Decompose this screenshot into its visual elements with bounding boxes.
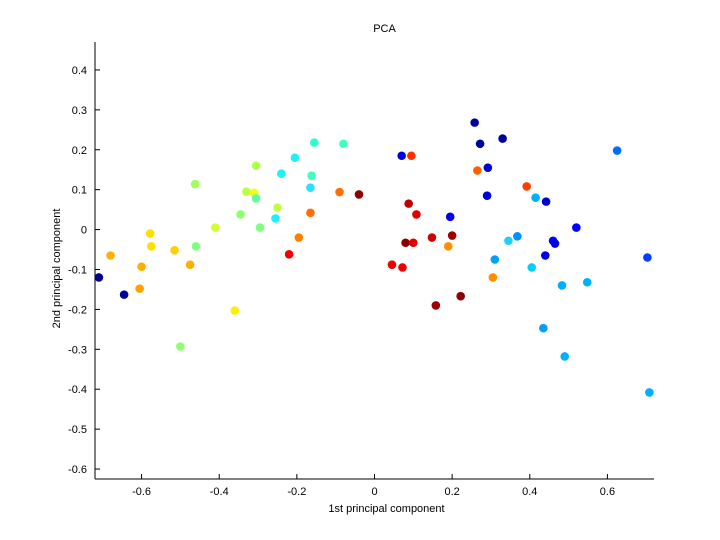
data-point	[539, 323, 548, 333]
data-point	[137, 262, 146, 271]
data-point	[290, 153, 300, 163]
data-point	[427, 233, 437, 242]
data-point	[431, 301, 441, 310]
x-tick-label: 0.2	[444, 486, 459, 498]
data-point	[306, 208, 315, 218]
data-point	[145, 229, 155, 238]
data-point	[236, 210, 245, 219]
data-point	[531, 193, 540, 202]
data-point	[560, 352, 570, 361]
y-tick-label: -0.3	[68, 344, 87, 356]
data-point	[294, 233, 304, 242]
data-point	[541, 197, 551, 206]
data-point	[483, 163, 493, 173]
data-point	[443, 242, 453, 251]
data-point	[475, 139, 485, 149]
data-point	[456, 291, 465, 301]
data-point	[401, 238, 410, 248]
x-tick-label: 0	[371, 486, 377, 498]
data-point	[398, 263, 407, 272]
data-point	[447, 231, 457, 240]
data-point	[339, 139, 348, 149]
x-tick-label: 0.4	[522, 486, 537, 498]
data-point	[643, 253, 652, 262]
data-point	[170, 246, 179, 255]
y-axis-ticks: 0.4 0.3 0.2 0.1 0 -0.1 -0.2 -0.3 -0.4 -0.5 -0.6	[68, 65, 100, 476]
x-tick-label: 0.6	[600, 486, 615, 498]
y-tick-label: -0.1	[68, 264, 87, 276]
data-point	[185, 260, 195, 269]
data-point	[306, 183, 315, 192]
data-point	[470, 118, 479, 127]
data-point	[94, 273, 104, 282]
x-axis-ticks: -0.6 -0.4 -0.2 0 0.2 0.4 0.6	[132, 474, 615, 498]
data-point	[176, 342, 185, 351]
data-point	[387, 260, 397, 269]
plot-area	[95, 42, 654, 479]
data-point	[541, 251, 550, 260]
data-point	[242, 187, 251, 196]
y-axis-title: 2nd principal component	[51, 209, 63, 329]
x-axis-title: 1st principal component	[328, 503, 444, 515]
data-point	[504, 236, 513, 246]
data-point	[513, 232, 522, 241]
data-point	[412, 210, 421, 219]
y-tick-label: 0.4	[72, 65, 87, 77]
data-point	[473, 166, 482, 175]
scatter-points	[94, 118, 654, 397]
data-point	[488, 273, 498, 282]
data-point	[354, 190, 364, 199]
data-point	[146, 242, 156, 251]
y-tick-label: 0.2	[72, 145, 87, 157]
data-point	[572, 223, 581, 232]
data-point	[490, 255, 500, 264]
y-tick-label: -0.6	[68, 464, 87, 476]
data-point	[498, 134, 507, 143]
data-point	[397, 151, 406, 161]
data-point	[645, 388, 654, 397]
data-point	[211, 223, 220, 232]
data-point	[522, 182, 531, 191]
y-tick-label: 0	[81, 225, 87, 237]
data-point	[310, 138, 319, 147]
data-point	[251, 161, 261, 171]
data-point	[612, 146, 622, 155]
x-tick-label: -0.2	[287, 486, 306, 498]
data-point	[135, 284, 144, 293]
data-point	[255, 223, 265, 232]
data-point	[271, 214, 280, 223]
x-tick-label: -0.6	[132, 486, 151, 498]
data-point	[106, 251, 115, 260]
data-point	[335, 187, 344, 197]
y-tick-label: -0.4	[68, 384, 87, 396]
data-point	[307, 171, 316, 180]
data-point	[550, 239, 560, 248]
data-point	[277, 169, 286, 178]
data-point	[557, 281, 567, 290]
data-point	[251, 194, 261, 203]
data-point	[190, 179, 200, 189]
data-point	[582, 277, 592, 287]
data-point	[404, 199, 413, 208]
y-tick-label: -0.5	[68, 424, 87, 436]
chart-title: PCA	[373, 23, 396, 35]
data-point	[482, 191, 492, 200]
data-point	[230, 306, 240, 315]
data-point	[445, 212, 455, 222]
y-tick-label: -0.2	[68, 304, 87, 316]
x-tick-label: -0.4	[210, 486, 229, 498]
y-tick-label: 0.1	[72, 185, 87, 197]
data-point	[191, 242, 201, 251]
data-point	[409, 238, 418, 248]
data-point	[119, 290, 129, 299]
data-point	[284, 250, 294, 259]
data-point	[527, 263, 537, 272]
data-point	[273, 203, 282, 212]
data-point	[407, 151, 416, 161]
y-tick-label: 0.3	[72, 105, 87, 117]
